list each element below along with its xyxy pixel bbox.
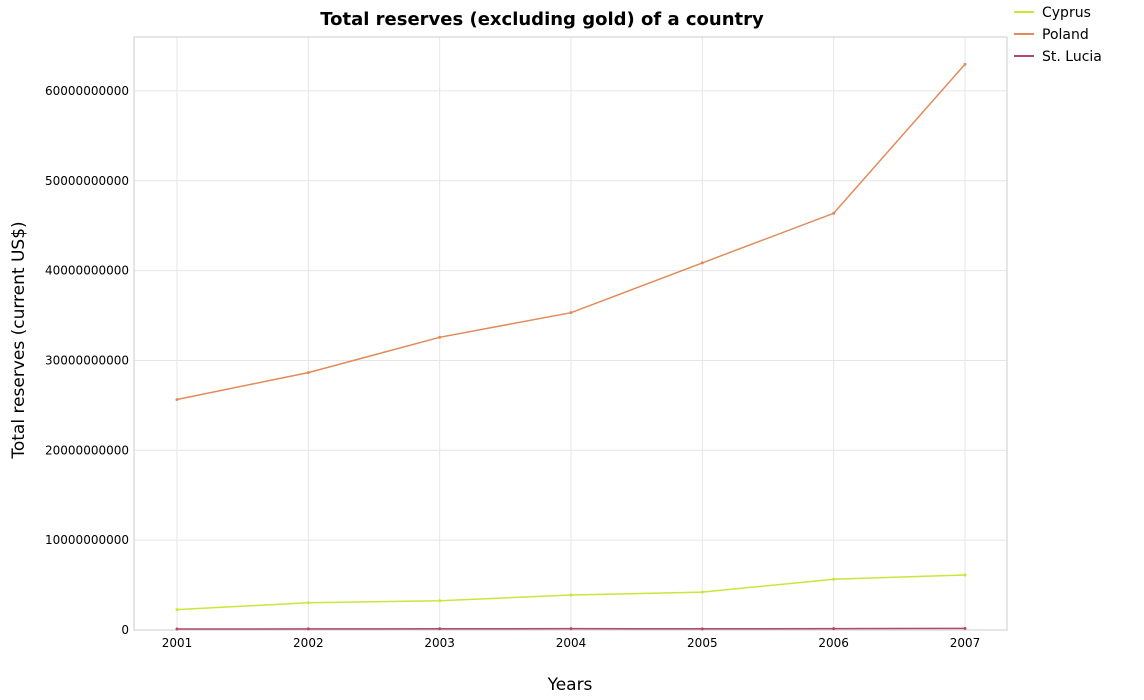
data-point-st-lucia [306,627,310,631]
x-axis-label: Years [547,675,593,695]
data-point-poland [175,398,179,402]
chart-title: Total reserves (excluding gold) of a cou… [320,9,764,30]
y-tick-label: 40000000000 [45,264,129,278]
data-point-poland [832,211,836,215]
legend-label-st-lucia: St. Lucia [1042,49,1102,65]
legend: Cyprus Poland St. Lucia [1014,5,1102,65]
plot-area-border [133,36,1008,631]
data-point-cyprus [175,608,179,612]
data-point-st-lucia [175,627,179,631]
y-tick-label: 20000000000 [45,443,129,457]
legend-label-cyprus: Cyprus [1042,5,1091,21]
data-point-poland [306,371,310,375]
data-point-st-lucia [569,627,573,631]
series-lines [175,62,967,631]
y-tick-label: 0 [121,623,129,637]
x-tick-label: 2003 [424,636,455,650]
x-tick-label: 2001 [162,636,193,650]
data-point-poland [700,261,704,265]
data-point-cyprus [832,577,836,581]
x-tick-label: 2004 [556,636,587,650]
data-point-cyprus [438,599,442,603]
data-point-st-lucia [700,627,704,631]
x-tick-label: 2006 [818,636,849,650]
data-point-st-lucia [438,627,442,631]
y-tick-label: 50000000000 [45,174,129,188]
data-point-cyprus [700,590,704,594]
y-axis: 0 10000000000 20000000000 30000000000 400000… [45,84,129,637]
grid [134,37,1007,631]
data-point-st-lucia [963,626,967,630]
x-axis: 2001 2002 2003 2004 2005 2006 2007 [162,636,981,650]
data-point-st-lucia [832,627,836,631]
x-tick-label: 2007 [950,636,981,650]
legend-label-poland: Poland [1042,27,1089,43]
x-tick-label: 2005 [687,636,718,650]
y-tick-label: 60000000000 [45,84,129,98]
data-point-cyprus [306,601,310,605]
data-point-poland [963,62,967,66]
data-point-cyprus [963,573,967,577]
y-tick-label: 30000000000 [45,353,129,367]
data-point-poland [438,335,442,339]
data-point-cyprus [569,593,573,597]
data-point-poland [569,311,573,315]
y-tick-label: 10000000000 [45,533,129,547]
x-tick-label: 2002 [293,636,324,650]
y-axis-label: Total reserves (current US$) [9,221,29,459]
